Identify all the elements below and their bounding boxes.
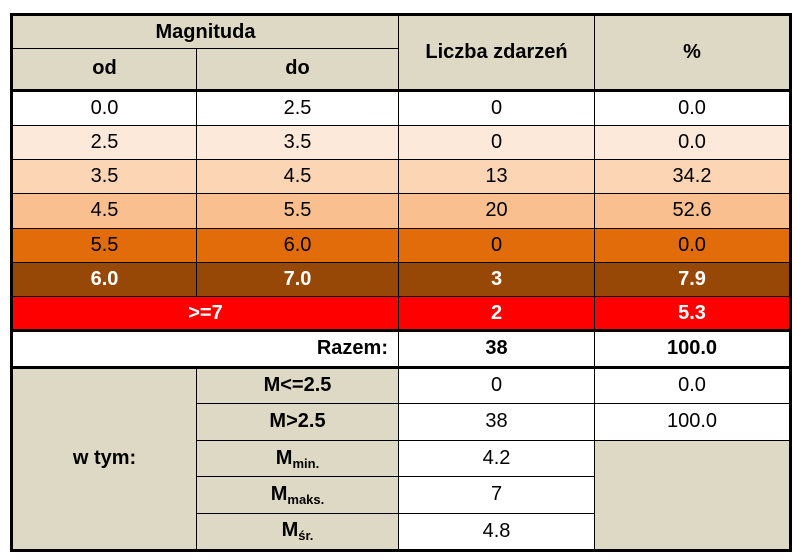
wtym-label: w tym:: [10, 366, 197, 553]
header-od: od: [10, 48, 197, 92]
cell-do: 2.5: [196, 89, 399, 126]
cell-over7-label: >=7: [10, 296, 399, 333]
table-row: 2.5 3.5 0 0.0: [10, 124, 792, 161]
cell-over7-count: 2: [398, 296, 595, 333]
wtym-count: 4.8: [398, 512, 595, 553]
table-row: Mmin. 4.2: [12, 440, 792, 552]
cell-count: 20: [398, 193, 595, 229]
wtym-name: Mmaks.: [196, 476, 399, 514]
cell-do: 7.0: [196, 261, 399, 298]
m-sub: śr.: [298, 528, 314, 544]
magnitude-table: Magnituda Liczba zdarzeń % od do 0.0 2.5…: [10, 12, 792, 553]
table-row: 5.5 6.0 0 0.0: [10, 227, 792, 263]
wtym-count: 7: [398, 476, 595, 514]
table-row: 4.5 5.5 20 52.6: [10, 193, 792, 229]
cell-do: 4.5: [196, 159, 399, 195]
wtym-empty-cell: [594, 440, 792, 552]
table-row-total: Razem: 38 100.0: [10, 330, 792, 369]
cell-count: 13: [398, 159, 595, 195]
wtym-name: M<=2.5: [196, 366, 399, 404]
wtym-count: 0: [398, 366, 595, 404]
m-base: M: [281, 519, 299, 542]
cell-total-label: Razem:: [10, 330, 399, 369]
cell-count: 0: [398, 124, 595, 161]
cell-total-count: 38: [398, 330, 595, 369]
wtym-pct: 0.0: [594, 366, 792, 404]
cell-pct: 52.6: [594, 193, 792, 229]
table-row: 6.0 7.0 3 7.9: [10, 261, 792, 298]
table-row: Mmaks. 7: [12, 476, 791, 514]
header-magnituda: Magnituda: [10, 12, 399, 50]
table-row: 3.5 4.5 13 34.2: [10, 159, 792, 195]
header-liczba-zdarzen: Liczba zdarzeń: [398, 13, 595, 92]
cell-od: 3.5: [10, 159, 197, 195]
cell-do: 3.5: [196, 124, 399, 161]
cell-od: 4.5: [10, 193, 197, 229]
cell-count: 0: [398, 227, 595, 263]
cell-do: 6.0: [196, 227, 399, 263]
wtym-count: 4.2: [398, 440, 595, 478]
m-base: M: [275, 446, 293, 469]
table-row: 0.0 2.5 0 0.0: [10, 89, 792, 126]
cell-od: 2.5: [10, 124, 197, 161]
wtym-count: 38: [398, 402, 595, 442]
table-row-over7: >=7 2 5.3: [10, 296, 792, 333]
m-sub: maks.: [287, 491, 325, 507]
cell-total-pct: 100.0: [594, 330, 792, 369]
cell-pct: 0.0: [594, 89, 792, 126]
cell-pct: 0.0: [594, 227, 792, 263]
m-base: M: [270, 482, 288, 505]
cell-od: 0.0: [10, 89, 197, 126]
header-percent: %: [594, 13, 792, 92]
wtym-pct: 100.0: [594, 402, 792, 442]
cell-od: 5.5: [10, 227, 197, 263]
wtym-name: Mśr.: [196, 512, 399, 553]
table-row: w tym: M<=2.5 0 0.0: [10, 366, 792, 553]
cell-count: 3: [398, 261, 595, 298]
cell-pct: 34.2: [594, 159, 792, 195]
header-do: do: [196, 48, 399, 92]
wtym-name: M>2.5: [196, 402, 399, 442]
cell-count: 0: [398, 89, 595, 126]
wtym-name: Mmin.: [196, 440, 399, 478]
cell-od: 6.0: [10, 261, 197, 298]
cell-do: 5.5: [196, 193, 399, 229]
cell-over7-pct: 5.3: [594, 296, 792, 333]
m-sub: min.: [292, 455, 320, 471]
cell-pct: 0.0: [594, 124, 792, 161]
table-row: M>2.5 38 100.0: [12, 402, 792, 442]
table-row: Mśr. 4.8: [12, 512, 791, 553]
cell-pct: 7.9: [594, 261, 792, 298]
